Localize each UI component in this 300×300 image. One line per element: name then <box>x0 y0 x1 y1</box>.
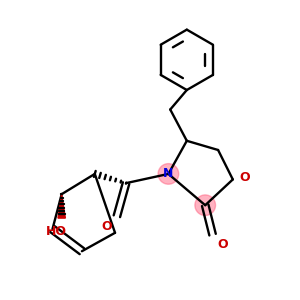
Text: N: N <box>163 167 174 180</box>
Text: HO: HO <box>46 225 67 238</box>
Text: O: O <box>217 238 228 251</box>
Circle shape <box>158 164 179 184</box>
Polygon shape <box>58 194 65 218</box>
Circle shape <box>195 195 215 215</box>
Text: O: O <box>239 171 250 184</box>
Text: O: O <box>102 220 112 233</box>
